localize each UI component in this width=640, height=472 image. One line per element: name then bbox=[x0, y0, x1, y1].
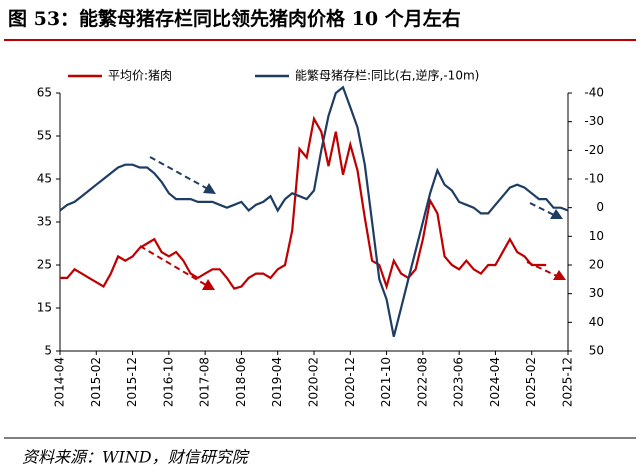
x-tick-label: 2016-10 bbox=[161, 357, 175, 407]
y2-tick-label: 0 bbox=[596, 200, 604, 214]
x-tick-label: 2025-12 bbox=[561, 357, 575, 407]
x-tick-label: 2015-12 bbox=[125, 357, 139, 407]
arrow-head bbox=[550, 209, 563, 219]
arrow-head bbox=[203, 183, 216, 194]
y-tick-label: 15 bbox=[37, 301, 52, 315]
x-tick-label: 2024-04 bbox=[488, 357, 502, 407]
y2-tick-label: 40 bbox=[589, 315, 604, 329]
y-tick-label: 55 bbox=[37, 129, 52, 143]
chart-title: 图 53：能繁母猪存栏同比领先猪肉价格 10 个月左右 bbox=[8, 7, 461, 30]
x-tick-label: 2020-12 bbox=[343, 357, 357, 407]
y2-tick-label: -40 bbox=[584, 86, 604, 100]
y2-tick-label: 10 bbox=[589, 229, 604, 243]
series-line bbox=[59, 85, 569, 337]
legend-label: 平均价:猪肉 bbox=[108, 69, 172, 83]
annotation-arrows bbox=[139, 156, 566, 290]
y-tick-label: 45 bbox=[37, 172, 52, 186]
arrow bbox=[149, 156, 209, 190]
y-tick-label: 25 bbox=[37, 258, 52, 272]
y-tick-label: 65 bbox=[37, 86, 52, 100]
y2-tick-label: 30 bbox=[589, 286, 604, 300]
y2-tick-label: 50 bbox=[589, 344, 604, 358]
arrow bbox=[139, 245, 207, 286]
x-tick-label: 2014-04 bbox=[53, 357, 67, 407]
x-tick-label: 2023-06 bbox=[452, 357, 466, 407]
x-tick-label: 2025-02 bbox=[524, 357, 538, 407]
x-tick-label: 2022-08 bbox=[415, 357, 429, 407]
arrow-head bbox=[553, 270, 566, 280]
x-tick-label: 2020-02 bbox=[307, 357, 321, 407]
x-tick-label: 2017-08 bbox=[198, 357, 212, 407]
arrow-head bbox=[202, 279, 215, 290]
y2-tick-label: -10 bbox=[584, 172, 604, 186]
x-tick-label: 2018-06 bbox=[234, 357, 248, 407]
x-tick-label: 2015-02 bbox=[89, 357, 103, 407]
y2-tick-label: -20 bbox=[584, 143, 604, 157]
x-tick-label: 2021-10 bbox=[379, 357, 393, 407]
x-tick-label: 2019-04 bbox=[270, 357, 284, 407]
y-tick-label: 35 bbox=[37, 215, 52, 229]
y-tick-label: 5 bbox=[44, 344, 52, 358]
y2-tick-label: 20 bbox=[589, 258, 604, 272]
arrow bbox=[529, 202, 555, 216]
y2-tick-label: -30 bbox=[584, 114, 604, 128]
series-line bbox=[60, 115, 547, 291]
source: 资料来源：WIND，财信研究院 bbox=[22, 448, 251, 467]
legend-label: 能繁母猪存栏:同比(右,逆序,-10m) bbox=[295, 68, 479, 83]
